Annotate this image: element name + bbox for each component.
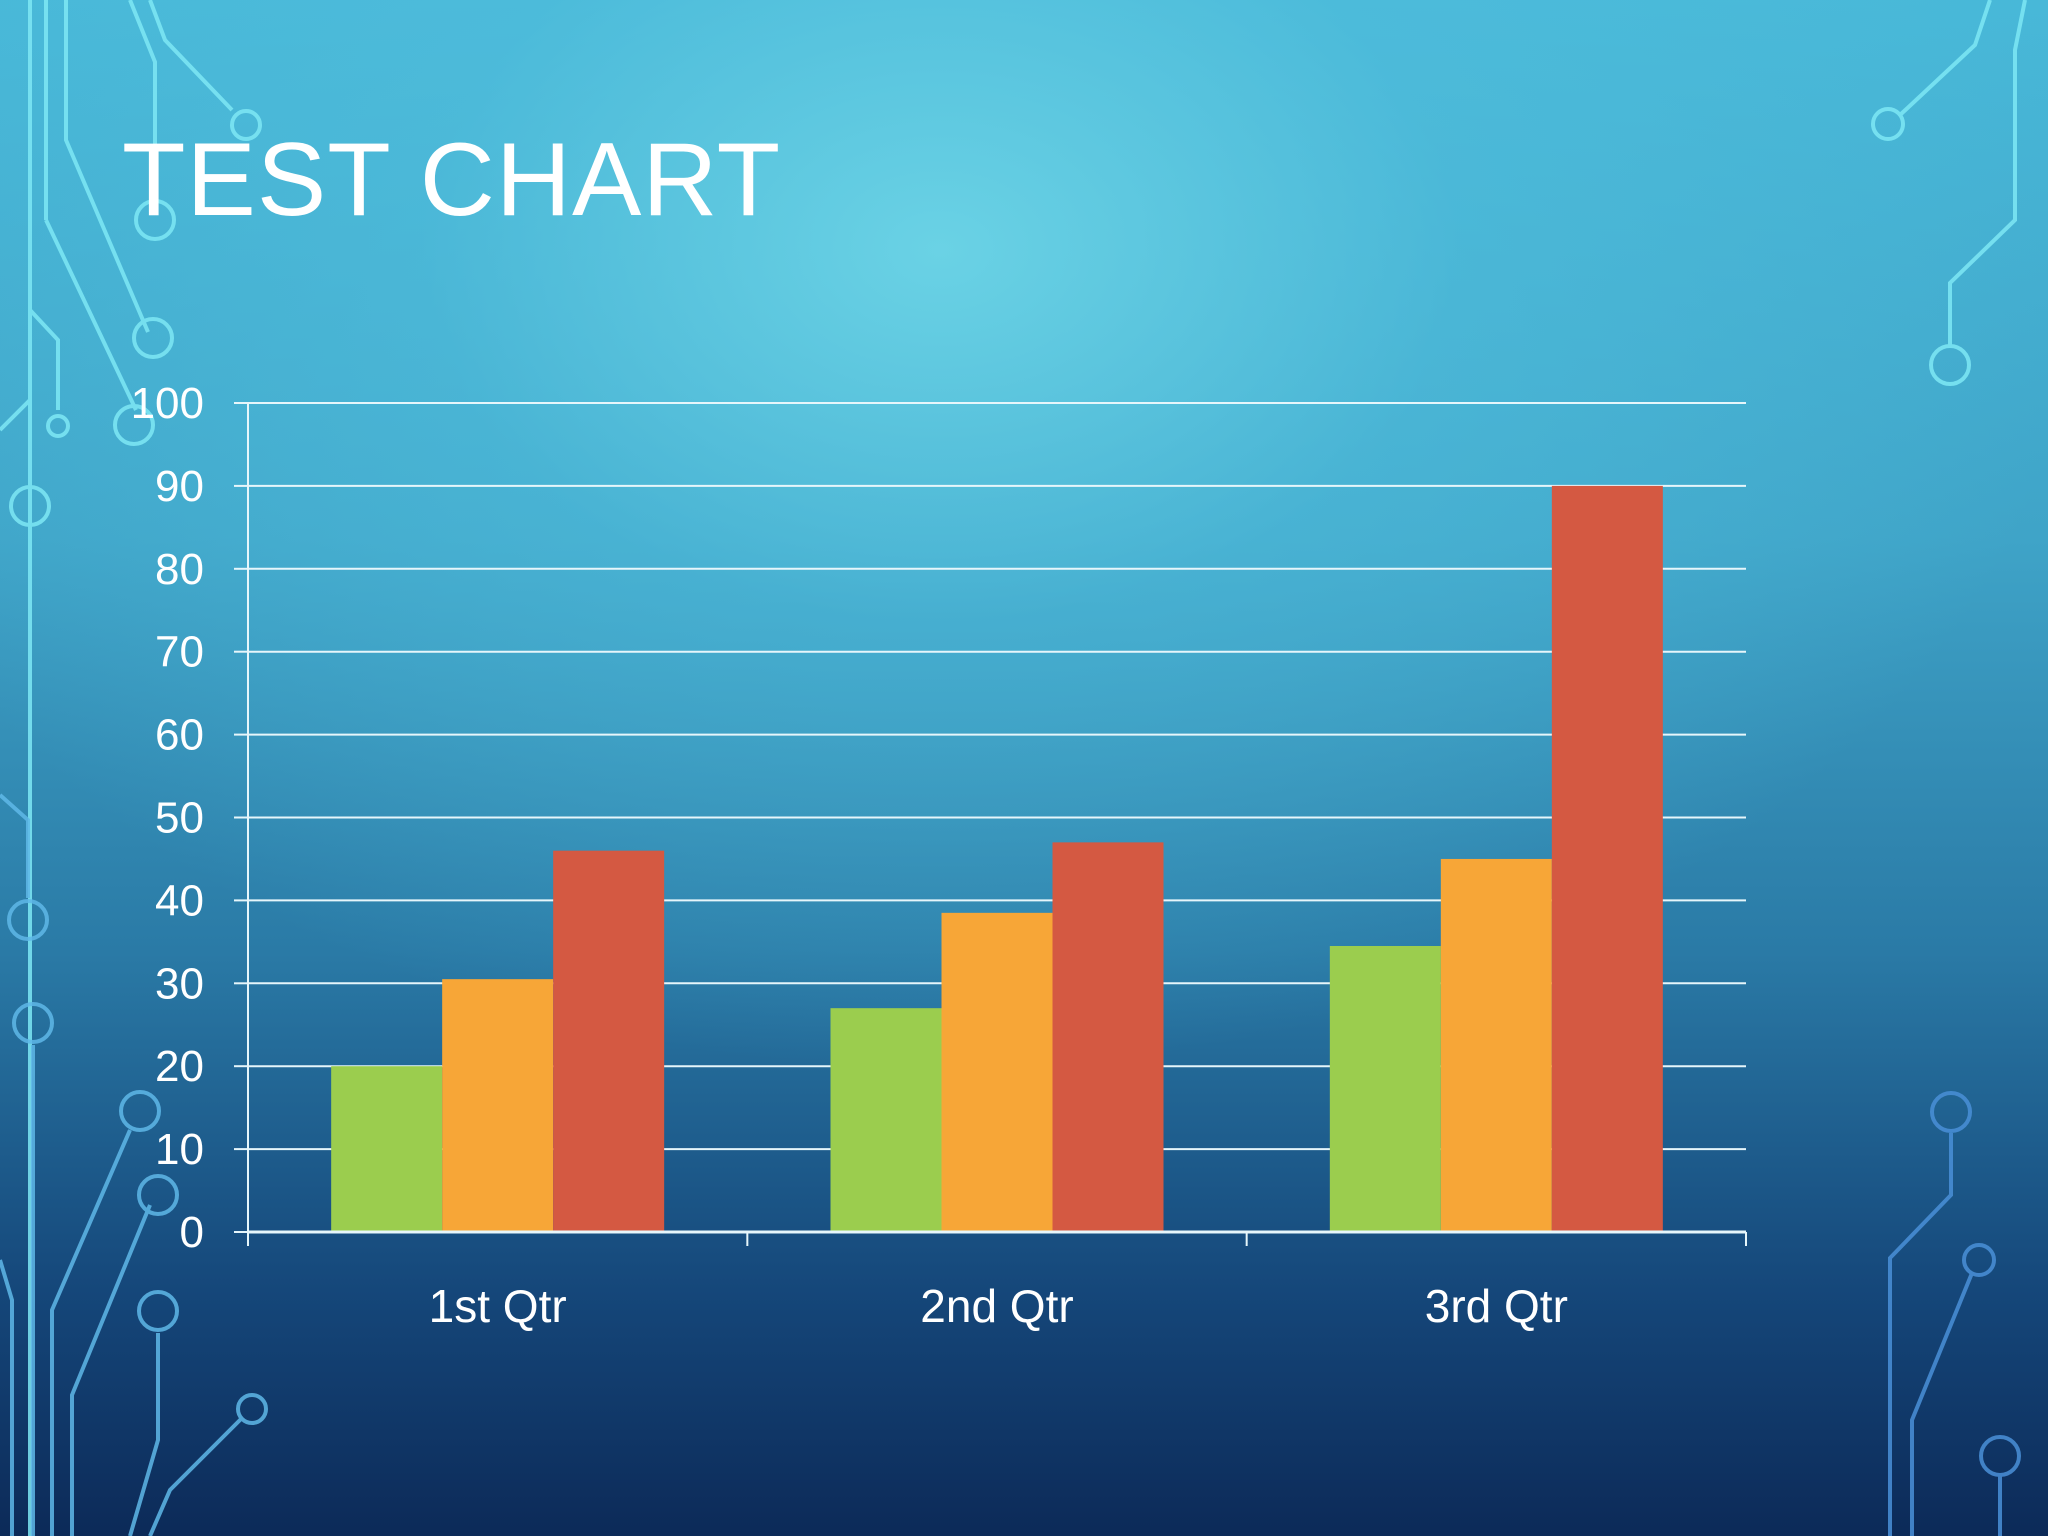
bar: [1052, 842, 1164, 1232]
bar: [331, 1066, 443, 1232]
y-tick-labels: 0 10 20 30 40 50 60 70 80 90 100: [131, 379, 204, 1257]
y-tick-label: 50: [155, 794, 204, 843]
y-tick-label: 60: [155, 711, 204, 760]
bar: [941, 912, 1053, 1232]
axes: [234, 402, 1747, 1246]
y-tick-label: 90: [155, 462, 204, 511]
y-tick-label: 70: [155, 628, 204, 677]
bar: [1329, 945, 1441, 1232]
slide-title: TEST CHART: [122, 122, 782, 238]
x-tick-labels: 1st Qtr 2nd Qtr 3rd Qtr: [429, 1280, 1568, 1332]
bar: [1551, 485, 1663, 1232]
x-tick-label: 1st Qtr: [429, 1280, 567, 1332]
y-tick-label: 40: [155, 876, 204, 925]
y-tick-label: 20: [155, 1042, 204, 1091]
bar: [1440, 858, 1552, 1232]
y-tick-label: 80: [155, 545, 204, 594]
bar: [830, 1008, 942, 1232]
bar: [553, 850, 665, 1232]
x-tick-label: 3rd Qtr: [1425, 1280, 1568, 1332]
x-tick-label: 2nd Qtr: [920, 1280, 1073, 1332]
y-tick-label: 0: [180, 1208, 204, 1257]
bar: [442, 979, 554, 1232]
y-tick-label: 30: [155, 959, 204, 1008]
y-tick-label: 10: [155, 1125, 204, 1174]
y-tick-label: 100: [131, 379, 204, 428]
bars: [331, 485, 1663, 1232]
